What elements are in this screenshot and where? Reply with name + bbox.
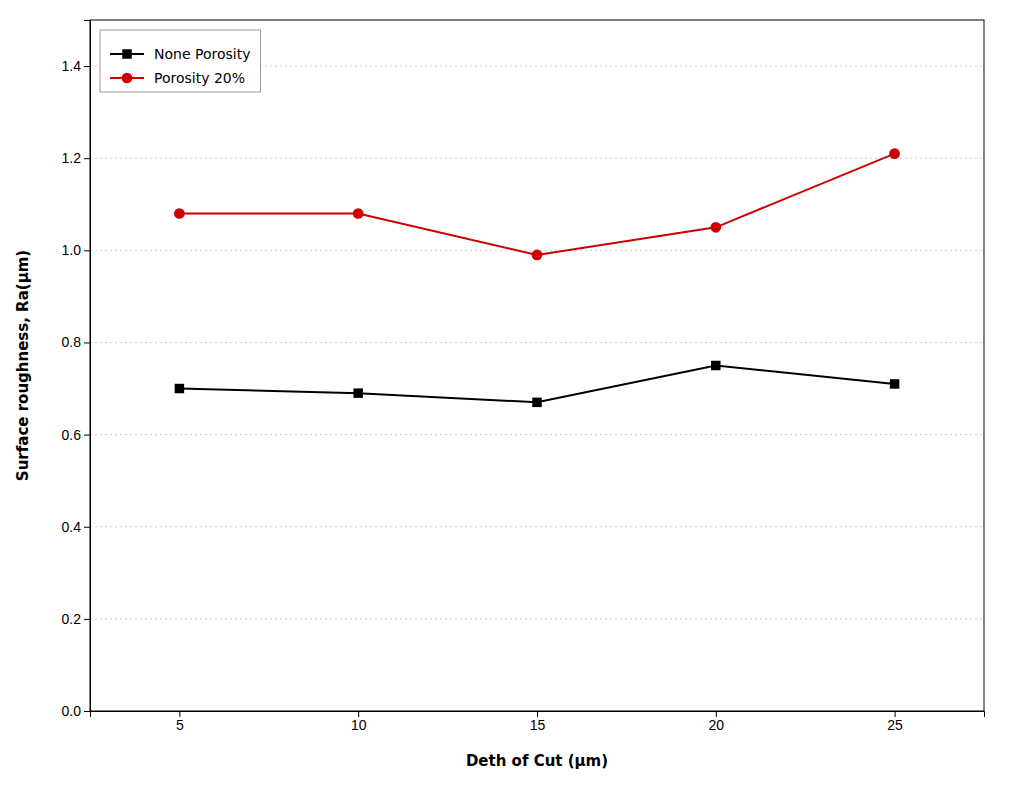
line <box>179 154 894 255</box>
x-axis: 5 10 15 20 25 <box>91 711 985 733</box>
tick-label: 1.2 <box>62 150 82 166</box>
plot: 5 10 15 20 25 0.0 0.2 0.4 0.6 0.8 1.0 1.2 1.4 None Po… <box>62 20 985 733</box>
tick: 25 <box>887 711 903 733</box>
series <box>174 148 900 260</box>
tick: 15 <box>530 711 546 733</box>
tick-label: 0.8 <box>62 334 82 350</box>
tick-label: 15 <box>530 717 546 733</box>
tick-label: 0.2 <box>62 611 82 627</box>
point <box>710 222 721 233</box>
tick-mark <box>84 435 90 436</box>
grid-line <box>90 526 984 527</box>
tick: 1.4 <box>62 58 90 74</box>
y-axis: 0.0 0.2 0.4 0.6 0.8 1.0 1.2 1.4 <box>62 21 91 719</box>
tick-label: 5 <box>176 717 184 733</box>
grid <box>90 66 984 711</box>
tick-mark <box>84 66 90 67</box>
point <box>532 250 543 261</box>
point <box>711 361 720 370</box>
tick-mark <box>84 250 90 251</box>
tick-label: 0.4 <box>62 519 82 535</box>
legend-marker <box>122 49 131 58</box>
legend-item: None Porosity <box>110 46 250 62</box>
tick: 20 <box>709 711 725 733</box>
tick-label: 0.0 <box>62 703 82 719</box>
tick-mark <box>84 711 90 712</box>
point <box>175 384 184 393</box>
tick: 10 <box>351 711 367 733</box>
x-axis-title: Deth of Cut (μm) <box>466 752 608 770</box>
point <box>174 208 185 219</box>
chart: 5 10 15 20 25 0.0 0.2 0.4 0.6 0.8 1.0 1.2 1.4 None Po… <box>0 0 1014 786</box>
legend-label: None Porosity <box>154 46 250 62</box>
y-axis-title: Surface roughness, Ra(μm) <box>14 250 32 481</box>
tick-label: 20 <box>709 717 725 733</box>
legend-marker <box>122 73 133 84</box>
legend-item: Porosity 20% <box>110 70 245 86</box>
line <box>179 366 894 403</box>
tick-label: 10 <box>351 717 367 733</box>
grid-line <box>90 342 984 343</box>
tick: 5 <box>176 711 184 733</box>
tick: 0.8 <box>62 334 90 350</box>
grid-line <box>90 434 984 435</box>
tick-mark <box>84 619 90 620</box>
tick-mark <box>84 158 90 159</box>
legend-label: Porosity 20% <box>154 70 245 86</box>
tick-label: 1.0 <box>62 242 82 258</box>
grid-line <box>90 158 984 159</box>
tick-label: 25 <box>887 717 903 733</box>
point <box>353 208 364 219</box>
tick: 1.2 <box>62 150 90 166</box>
point <box>353 388 362 397</box>
tick: 1.0 <box>62 242 90 258</box>
tick: 0.2 <box>62 611 90 627</box>
tick-mark <box>84 342 90 343</box>
point <box>890 379 899 388</box>
grid-line <box>90 618 984 619</box>
marks <box>174 148 900 407</box>
tick-mark <box>84 527 90 528</box>
tick: 0.0 <box>62 703 90 719</box>
legend: None Porosity Porosity 20% <box>100 30 260 92</box>
legend-box <box>100 30 260 92</box>
tick-label: 1.4 <box>62 58 82 74</box>
plot-frame <box>90 20 984 711</box>
series <box>175 361 900 407</box>
point <box>889 148 900 159</box>
point <box>532 398 541 407</box>
tick: 0.4 <box>62 519 90 535</box>
tick-label: 0.6 <box>62 427 82 443</box>
tick: 0.6 <box>62 427 90 443</box>
